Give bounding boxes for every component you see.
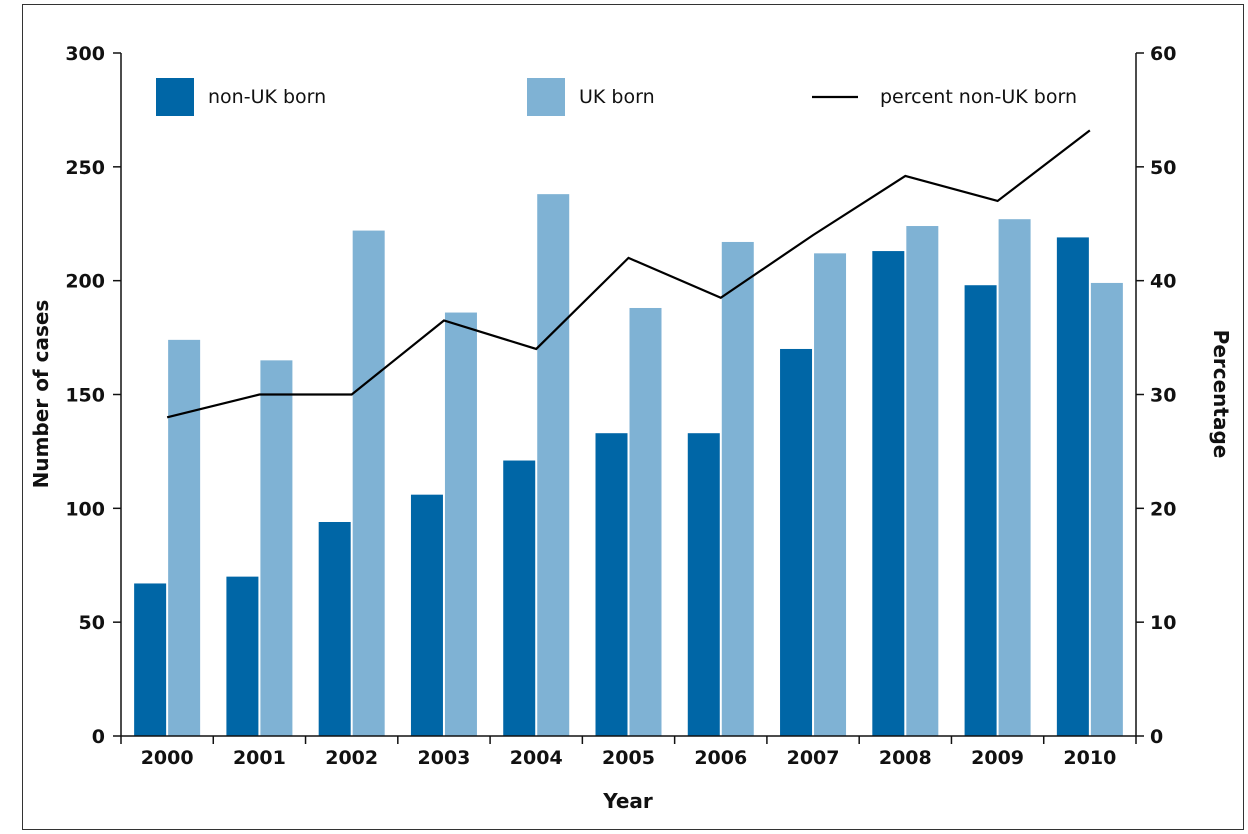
legend-label-uk-born: UK born: [579, 86, 655, 108]
bar-uk-born-2007: [814, 253, 847, 736]
y2-tick-label-60: 60: [1150, 43, 1176, 65]
y2-tick-label-30: 30: [1150, 385, 1176, 407]
y2-tick-label-20: 20: [1150, 498, 1176, 520]
y-tick-label-300: 300: [65, 43, 105, 65]
bar-uk-born-2006: [721, 241, 754, 737]
x-tick-label-2004: 2004: [510, 747, 563, 769]
bar-uk-born-2009: [998, 219, 1031, 737]
x-tick-label-2010: 2010: [1063, 747, 1116, 769]
y-tick-label-50: 50: [79, 612, 105, 634]
axes-layer: 0 50 100 150 200 250 300 0 10 20 30 40 50 60 2000 2001 2…: [65, 43, 1176, 769]
bars-layer: [134, 194, 1123, 737]
bar-non-uk-born-2007: [780, 348, 813, 736]
bar-non-uk-born-2005: [595, 433, 628, 736]
bar-non-uk-born-2001: [226, 576, 259, 736]
legend-swatch-uk-born: [527, 78, 565, 116]
x-axis-title: Year: [602, 789, 653, 813]
y-axis-title: Number of cases: [29, 300, 53, 489]
x-tick-label-2006: 2006: [694, 747, 747, 769]
bar-non-uk-born-2008: [872, 251, 905, 736]
bar-non-uk-born-2002: [318, 521, 351, 736]
y2-tick-label-10: 10: [1150, 612, 1176, 634]
y2-axis-title: Percentage: [1209, 330, 1233, 459]
legend-label-non-uk-born: non-UK born: [208, 86, 326, 108]
x-tick-label-2003: 2003: [418, 747, 471, 769]
y-tick-label-0: 0: [92, 726, 105, 748]
legend-swatch-non-uk-born: [156, 78, 194, 116]
bar-uk-born-2004: [537, 194, 570, 737]
y2-tick-label-50: 50: [1150, 157, 1176, 179]
bar-uk-born-2000: [168, 339, 201, 736]
bar-non-uk-born-2010: [1056, 237, 1089, 736]
bar-uk-born-2003: [444, 312, 477, 736]
bar-uk-born-2001: [260, 360, 293, 736]
x-tick-label-2000: 2000: [141, 747, 194, 769]
y-tick-label-150: 150: [65, 385, 105, 407]
bar-non-uk-born-2003: [410, 494, 443, 736]
legend: non-UK born UK born percent non-UK born: [156, 78, 1077, 116]
y-tick-label-100: 100: [65, 498, 105, 520]
y-tick-label-250: 250: [65, 157, 105, 179]
x-tick-label-2005: 2005: [602, 747, 655, 769]
bar-non-uk-born-2000: [134, 583, 167, 736]
bar-non-uk-born-2006: [687, 433, 720, 736]
x-tick-label-2002: 2002: [325, 747, 378, 769]
line-layer: [166, 129, 1091, 419]
x-tick-label-2001: 2001: [233, 747, 286, 769]
y2-tick-label-40: 40: [1150, 271, 1176, 293]
bar-uk-born-2002: [352, 230, 385, 736]
bar-non-uk-born-2009: [964, 285, 997, 736]
legend-label-percent-non-uk-born: percent non-UK born: [880, 86, 1077, 108]
x-tick-label-2009: 2009: [971, 747, 1024, 769]
x-tick-label-2007: 2007: [787, 747, 840, 769]
x-tick-label-2008: 2008: [879, 747, 932, 769]
y-tick-label-200: 200: [65, 271, 105, 293]
bar-non-uk-born-2004: [503, 460, 536, 736]
bar-uk-born-2008: [906, 226, 939, 736]
bar-uk-born-2010: [1090, 282, 1123, 736]
line-percent-non-uk-born: [166, 129, 1091, 419]
y2-tick-label-0: 0: [1150, 726, 1163, 748]
bar-uk-born-2005: [629, 307, 662, 736]
